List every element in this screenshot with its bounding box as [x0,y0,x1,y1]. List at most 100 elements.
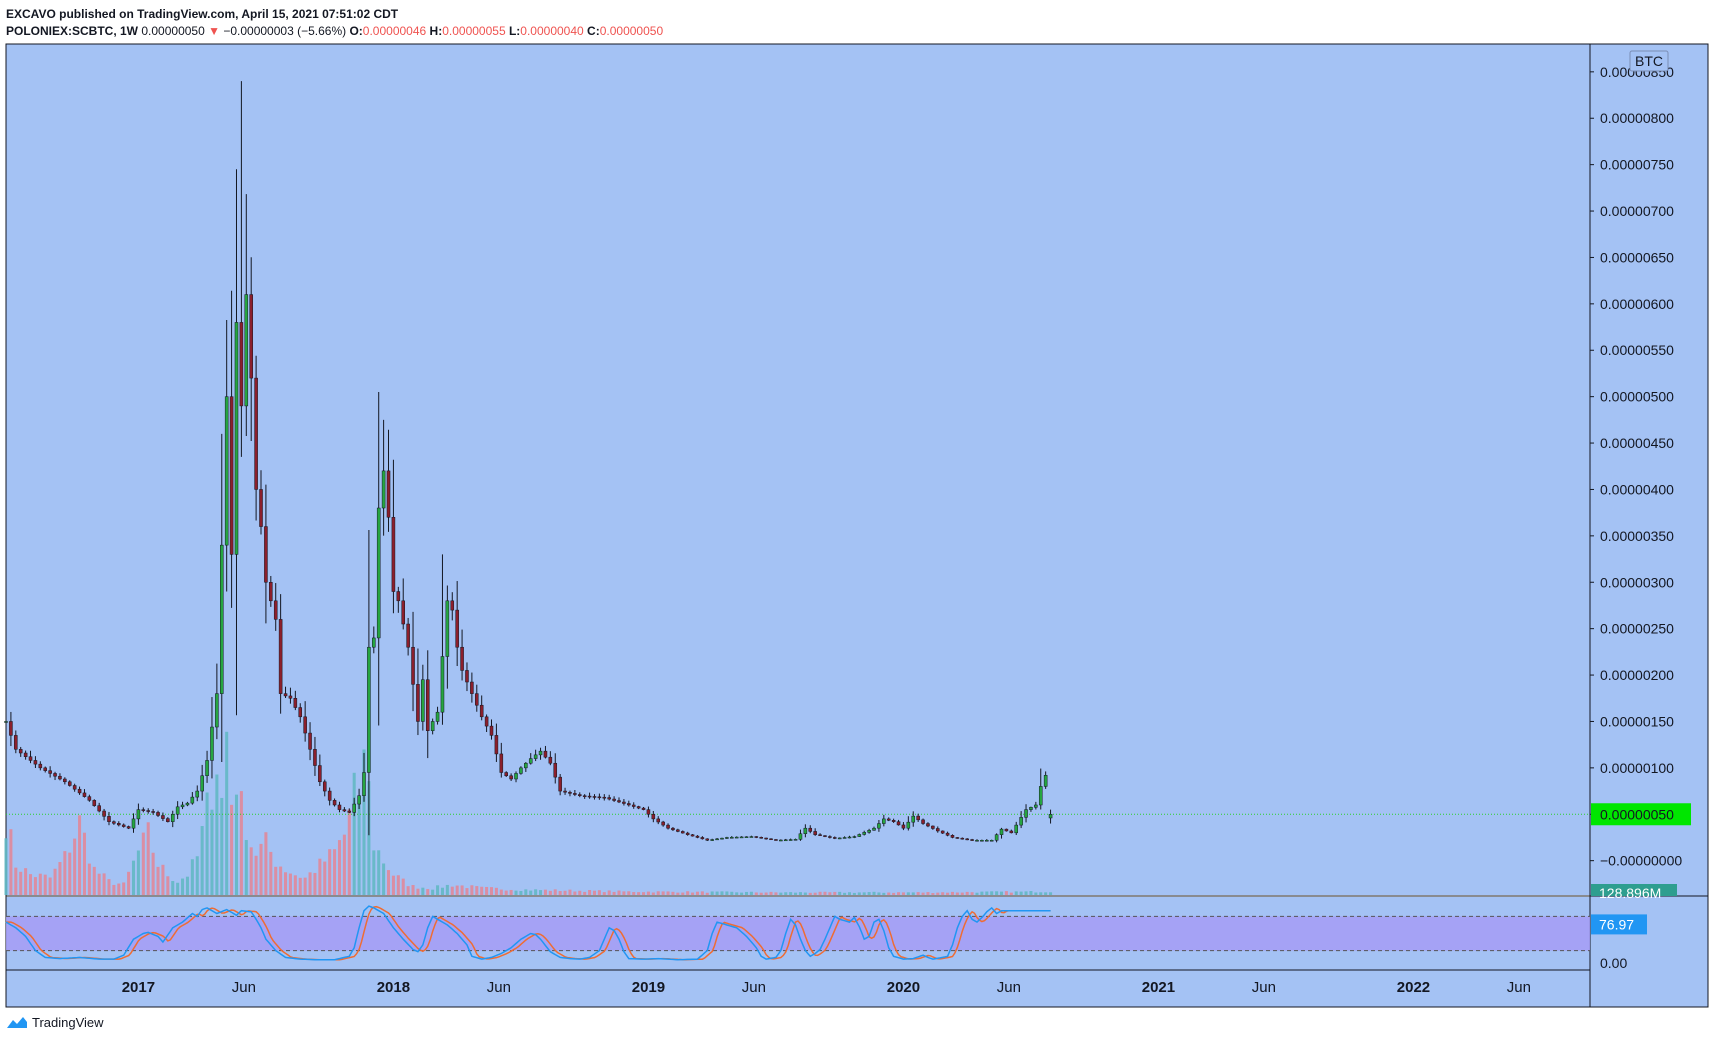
candle[interactable] [999,828,1004,835]
candle[interactable] [803,827,808,835]
candle[interactable] [156,812,160,816]
candle[interactable] [386,470,391,518]
candle[interactable] [180,804,185,808]
candle[interactable] [612,798,616,801]
candle[interactable] [627,803,631,806]
candle[interactable] [573,793,577,795]
candle[interactable] [465,670,469,683]
candle[interactable] [479,704,484,718]
candle[interactable] [783,839,788,842]
candle[interactable] [28,756,33,761]
candle[interactable] [121,824,126,827]
candle[interactable] [676,829,680,832]
candle[interactable] [470,681,474,694]
candle[interactable] [445,600,450,657]
candle[interactable] [313,749,317,766]
candle[interactable] [622,801,626,804]
candle[interactable] [4,721,8,723]
candle[interactable] [931,825,935,829]
candle[interactable] [882,818,886,824]
candle[interactable] [661,821,665,826]
candle[interactable] [220,544,224,694]
candle[interactable] [950,835,955,838]
candle[interactable] [67,781,72,786]
candle[interactable] [906,821,911,829]
candle[interactable] [582,795,587,797]
candle[interactable] [337,804,342,810]
candle[interactable] [254,377,258,490]
candle[interactable] [739,836,744,839]
candle[interactable] [460,646,464,671]
candle[interactable] [244,294,249,407]
candle[interactable] [1034,804,1038,808]
candle[interactable] [381,470,386,509]
candle[interactable] [911,815,916,823]
candle[interactable] [411,646,415,685]
candle[interactable] [269,582,273,602]
candle[interactable] [730,837,734,839]
candle[interactable] [862,832,866,835]
candle[interactable] [175,806,180,815]
candle[interactable] [989,839,994,842]
candle[interactable] [695,835,700,838]
candle[interactable] [607,797,611,800]
candle[interactable] [563,790,567,793]
candle[interactable] [548,756,553,764]
candle[interactable] [901,824,906,829]
candle[interactable] [631,804,636,807]
candle[interactable] [700,837,705,840]
candle[interactable] [823,835,827,837]
candle[interactable] [734,836,739,839]
candle[interactable] [955,837,960,839]
candle[interactable] [960,837,965,840]
candle[interactable] [117,823,121,826]
candle[interactable] [376,507,381,639]
candle[interactable] [372,637,376,648]
candle[interactable] [318,765,322,783]
candle[interactable] [264,526,268,583]
candle[interactable] [921,819,925,824]
candle[interactable] [818,834,822,836]
ohlc-legend[interactable]: POLONIEX:SCBTC, 1W 0.00000050 ▼ −0.00000… [6,23,663,40]
candle[interactable] [980,839,984,842]
candle[interactable] [273,600,278,620]
candle[interactable] [970,839,974,841]
candle[interactable] [975,839,979,842]
candle[interactable] [48,770,52,774]
candle[interactable] [1043,775,1048,787]
candle[interactable] [646,809,651,815]
candle[interactable] [112,821,116,824]
candle[interactable] [475,693,479,706]
candle[interactable] [788,839,793,841]
candle[interactable] [779,839,783,842]
candle[interactable] [33,760,38,765]
candle[interactable] [749,836,754,838]
candle[interactable] [680,831,685,834]
candle[interactable] [450,600,455,611]
candle[interactable] [1048,814,1053,819]
candle[interactable] [514,773,518,780]
candle[interactable] [102,810,106,817]
candle[interactable] [1024,809,1028,818]
candle[interactable] [92,800,97,806]
candle[interactable] [185,802,190,806]
candle[interactable] [651,814,656,820]
candle[interactable] [322,781,327,792]
candle[interactable] [592,796,597,798]
candle[interactable] [82,792,87,797]
candle[interactable] [877,823,881,829]
candle[interactable] [440,656,445,713]
candle[interactable] [288,695,293,699]
candle[interactable] [524,762,528,769]
candle[interactable] [249,294,253,379]
candle[interactable] [671,827,675,831]
candle[interactable] [63,778,67,783]
candle[interactable] [327,790,332,801]
candle[interactable] [842,837,847,839]
candle[interactable] [489,725,494,736]
candle[interactable] [455,609,459,648]
candle[interactable] [656,818,661,823]
candle[interactable] [278,619,283,694]
candle[interactable] [1038,786,1043,806]
candle[interactable] [234,322,239,555]
